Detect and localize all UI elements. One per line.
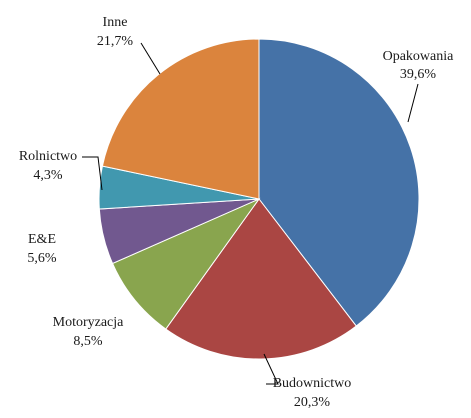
slice-label-motoryzacja: Motoryzacja: [53, 315, 125, 330]
slice-label-inne: Inne: [103, 15, 128, 30]
slice-value-ee: 5,6%: [27, 251, 57, 266]
slice-label-budownictwo: Budownictwo: [273, 376, 352, 391]
slice-label-ee: E&E: [28, 232, 56, 247]
slice-value-budownictwo: 20,3%: [294, 395, 331, 410]
slice-value-rolnictwo: 4,3%: [33, 168, 63, 183]
pie-slice-inne: [101, 38, 260, 200]
leader-budownictwo: [263, 353, 279, 385]
pie-slice-opakowania: [258, 38, 420, 327]
slice-label-opakowania: Opakowania: [383, 49, 455, 64]
slice-label-rolnictwo: Rolnictwo: [19, 149, 77, 164]
pie-slice-motoryzacja: [111, 197, 261, 330]
leader-rolnictwo: [82, 156, 103, 191]
leader-opakowania: [407, 83, 419, 123]
pie-slices: [98, 38, 420, 360]
slice-value-motoryzacja: 8,5%: [73, 334, 103, 349]
pie-slice-budownictwo: [165, 198, 357, 360]
slice-value-inne: 21,7%: [97, 34, 134, 49]
slice-value-opakowania: 39,6%: [400, 67, 437, 82]
leader-inne: [140, 42, 161, 75]
leader-lines: [82, 42, 419, 385]
